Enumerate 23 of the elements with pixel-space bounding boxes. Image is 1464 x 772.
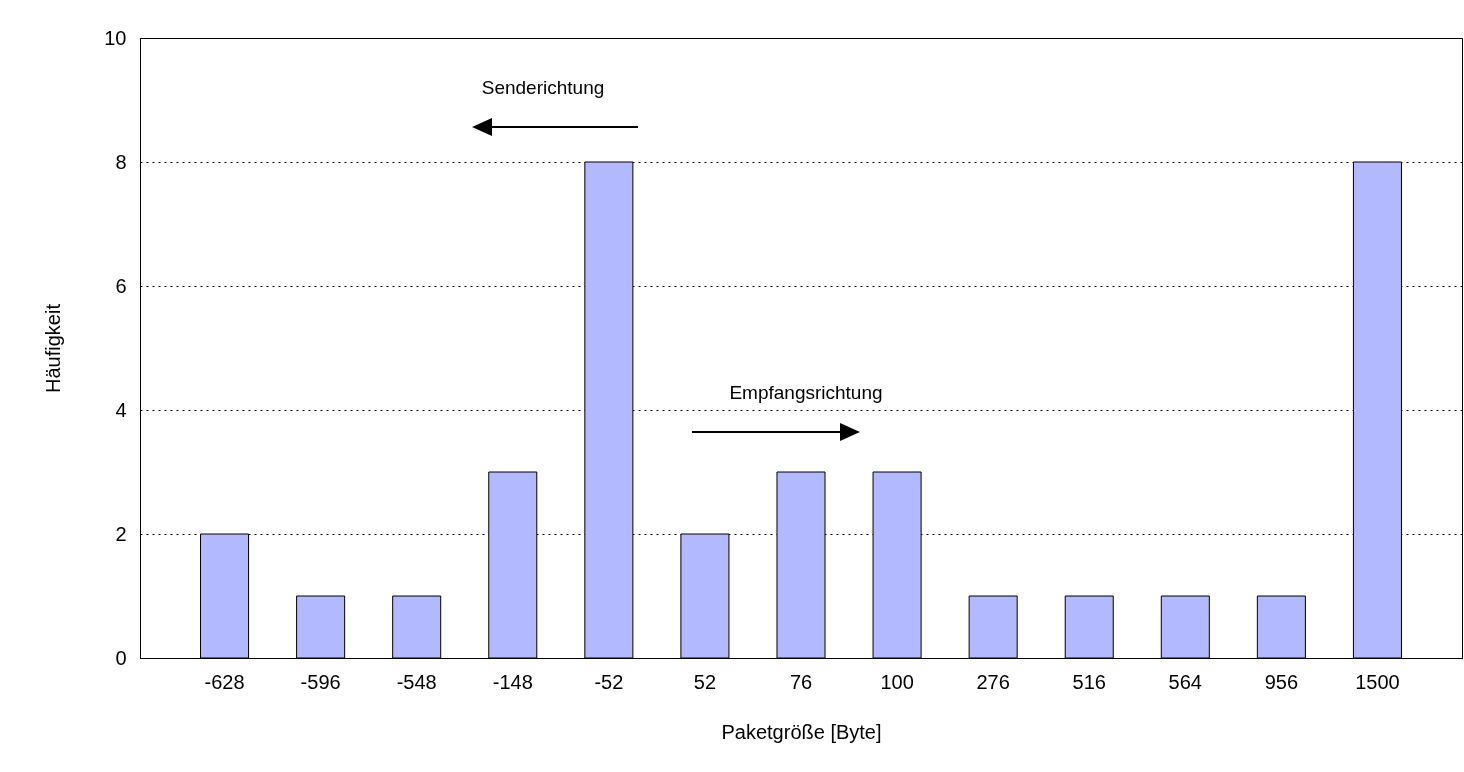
y-axis-title: Häufigkeit	[42, 303, 65, 393]
y-tick-label: 0	[115, 646, 127, 669]
annotation: Senderichtung	[481, 77, 605, 98]
x-tick-label: -52	[594, 670, 624, 693]
y-tick-label: 10	[104, 26, 127, 49]
y-tick-label: 2	[115, 522, 127, 545]
x-tick-label: 516	[1072, 670, 1106, 693]
y-tick-label: 6	[115, 274, 127, 297]
x-axis-title: Paketgröße [Byte]	[721, 720, 882, 743]
x-tick-label: 52	[693, 670, 717, 693]
x-tick-label: 1500	[1355, 670, 1400, 693]
x-tick-label: 564	[1168, 670, 1202, 693]
x-tick-label: 276	[976, 670, 1010, 693]
x-tick-label: -148	[492, 670, 533, 693]
y-tick-label: 4	[115, 398, 127, 421]
x-tick-label: -596	[300, 670, 341, 693]
annotation: Empfangsrichtung	[729, 382, 883, 403]
y-tick-label: 8	[115, 150, 127, 173]
x-tick-label: 76	[789, 670, 813, 693]
x-tick-label: -548	[396, 670, 437, 693]
x-tick-label: -628	[204, 670, 245, 693]
x-tick-label: 956	[1264, 670, 1299, 693]
x-tick-label: 100	[880, 670, 914, 693]
